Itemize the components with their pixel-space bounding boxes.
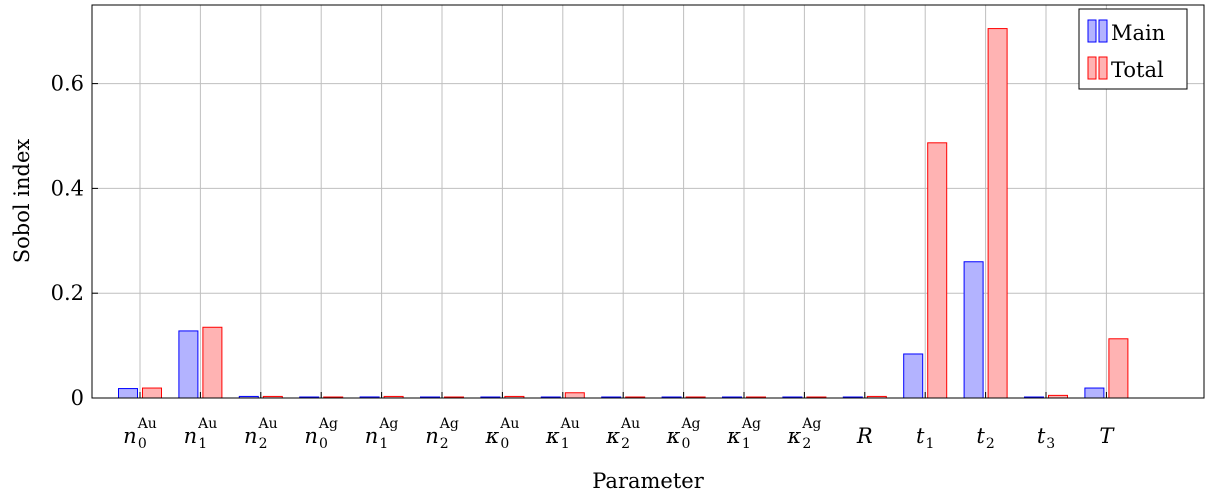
x-tick-label: κAg 1	[726, 416, 761, 452]
legend-label-main: Main	[1111, 21, 1165, 45]
y-axis-label: Sobol index	[10, 139, 34, 264]
x-tick-label: T	[1099, 424, 1115, 448]
x-tick-label: κAg 0	[666, 416, 701, 452]
legend-label-total: Total	[1111, 58, 1164, 82]
bar-total	[1108, 338, 1129, 399]
y-tick-label: 0	[71, 386, 84, 410]
bar-total	[564, 392, 585, 399]
legend-box	[1078, 8, 1188, 90]
x-tick-label: nAg 0	[304, 416, 338, 452]
x-axis-label: Parameter	[592, 469, 704, 493]
x-tick-label: κAu 1	[545, 416, 580, 452]
bar-main	[118, 388, 138, 399]
bars	[118, 28, 1129, 399]
x-tick-label: nAg 2	[425, 416, 459, 452]
bar-main	[178, 330, 199, 399]
y-tick-label: 0.2	[51, 281, 84, 305]
bar-total	[202, 326, 223, 399]
x-tick-label: t1	[916, 424, 934, 452]
bar-main	[903, 353, 924, 399]
bar-total	[987, 28, 1008, 399]
legend-swatch-main	[1098, 19, 1108, 43]
x-tick-label: κAu 2	[605, 416, 640, 452]
legend-swatch-total	[1087, 56, 1097, 80]
y-tick-label: 0.6	[51, 72, 84, 96]
legend-swatch-main	[1087, 19, 1097, 43]
grid-lines	[92, 5, 1204, 399]
x-tick-label: nAg 1	[365, 416, 399, 452]
x-axis-ticks: nAu 0 nAu 1 nAu 2 nAg 0 nAg 1 nAg 2 κAu 0 κAu 1 …	[123, 392, 1115, 452]
y-tick-label: 0.4	[51, 176, 84, 200]
x-tick-label: κAu 0	[484, 416, 519, 452]
bar-total	[142, 387, 162, 399]
y-axis-ticks: 0 0.2 0.4 0.6	[51, 72, 98, 410]
x-tick-label: κAg 2	[786, 416, 821, 452]
x-tick-label: t2	[976, 424, 994, 452]
x-tick-label: nAu 0	[123, 416, 157, 452]
bar-main	[963, 261, 984, 399]
x-tick-label: t3	[1037, 424, 1055, 452]
x-tick-label: nAu 2	[244, 416, 278, 452]
plot-frame	[91, 4, 1205, 399]
bar-total	[927, 142, 948, 399]
legend: Main Total	[1078, 8, 1188, 90]
bar-main	[1084, 387, 1105, 399]
x-tick-label: R	[856, 424, 873, 448]
x-tick-label: nAu 1	[184, 416, 218, 452]
legend-swatch-total	[1098, 56, 1108, 80]
